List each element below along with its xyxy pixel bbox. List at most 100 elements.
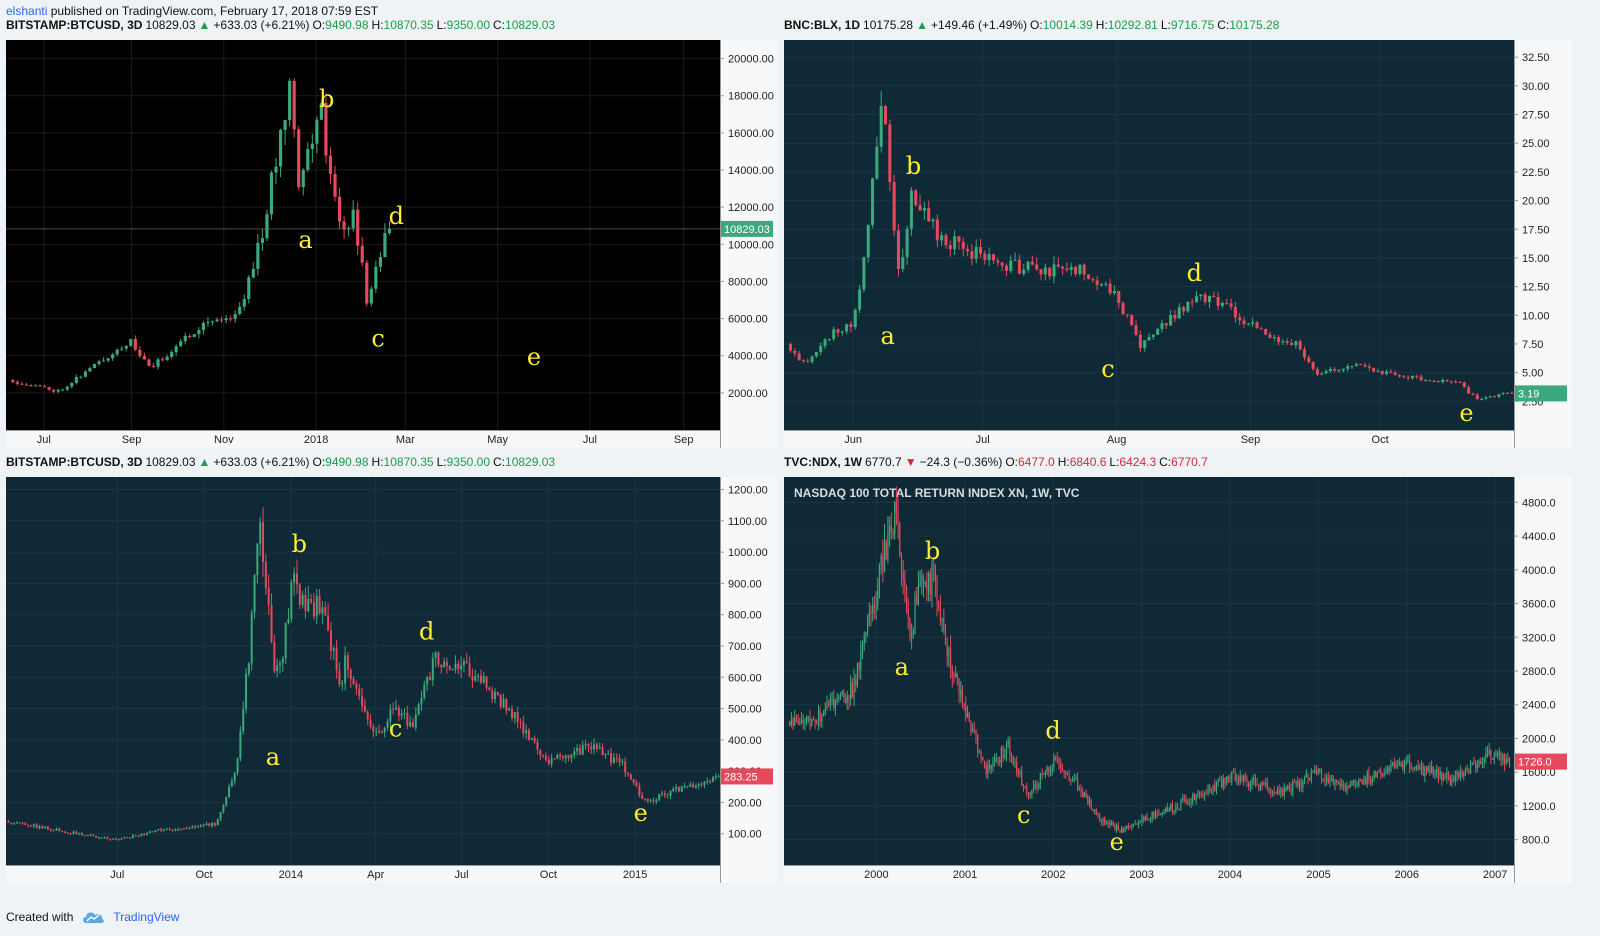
price-axis[interactable] bbox=[1514, 477, 1572, 883]
candle-body bbox=[1224, 778, 1226, 784]
candle-body bbox=[1459, 771, 1461, 777]
candle-body bbox=[632, 779, 635, 783]
plot-area[interactable] bbox=[6, 477, 720, 865]
candle-body bbox=[38, 826, 41, 829]
chart-btc2014[interactable]: 100.00200.00300.00400.00500.00600.00700.… bbox=[6, 477, 778, 883]
tradingview-link[interactable]: TradingView bbox=[113, 910, 180, 924]
candle-body bbox=[973, 728, 975, 730]
candle-body bbox=[10, 822, 13, 824]
x-tick-label: 2001 bbox=[953, 869, 977, 881]
candle-body bbox=[1266, 782, 1268, 788]
x-tick-label: 2006 bbox=[1395, 869, 1419, 881]
candle-body bbox=[283, 120, 287, 131]
candle-body bbox=[479, 675, 482, 683]
candle-body bbox=[1467, 387, 1471, 394]
candle-body bbox=[24, 384, 29, 386]
tradingview-cloud-icon[interactable] bbox=[81, 910, 105, 924]
last-value: 10175.28 bbox=[863, 18, 914, 32]
candle-body bbox=[301, 594, 304, 605]
candle-body bbox=[972, 728, 974, 733]
plot-area[interactable] bbox=[784, 40, 1514, 430]
candle-body bbox=[828, 705, 830, 707]
candle-body bbox=[1297, 781, 1299, 787]
candle-body bbox=[1227, 776, 1229, 780]
time-axis[interactable] bbox=[6, 865, 720, 883]
candle-body bbox=[327, 615, 330, 631]
candle-body bbox=[980, 751, 982, 758]
candle-body bbox=[1315, 369, 1319, 375]
y-tick-label: 8000.00 bbox=[728, 276, 768, 288]
symbol-label[interactable]: BITSTAMP:BTCUSD, 3D bbox=[6, 18, 143, 32]
candle-body bbox=[1027, 792, 1030, 795]
candle-body bbox=[513, 712, 516, 719]
chart-blx[interactable]: 2.505.007.5010.0012.5015.0017.5020.0022.… bbox=[784, 40, 1572, 448]
candle-body bbox=[1475, 763, 1477, 768]
candle-body bbox=[1259, 783, 1262, 791]
candle-body bbox=[1010, 755, 1013, 757]
chart-ndx[interactable]: 800.0 1200.0 1600.0 2000.0 2400.0 2800.0 3200.… bbox=[784, 477, 1572, 883]
candle-body bbox=[832, 329, 836, 339]
symbol-label[interactable]: TVC:NDX, 1W bbox=[784, 455, 862, 469]
candle-body bbox=[948, 245, 952, 250]
time-axis[interactable] bbox=[784, 865, 1514, 883]
candle-body bbox=[1265, 782, 1267, 784]
candle-body bbox=[185, 828, 188, 830]
candle-body bbox=[1017, 259, 1021, 274]
candle-body bbox=[936, 580, 938, 602]
candle-body bbox=[1356, 785, 1358, 787]
y-tick-label: 700.00 bbox=[728, 641, 762, 653]
candle-body bbox=[1270, 789, 1272, 793]
candle-body bbox=[970, 251, 974, 259]
candle-body bbox=[278, 130, 283, 167]
candle-body bbox=[448, 665, 451, 670]
candle-body bbox=[1469, 764, 1472, 774]
candle-body bbox=[1061, 767, 1063, 771]
candle-body bbox=[618, 758, 621, 763]
candle-body bbox=[297, 129, 301, 188]
time-axis[interactable] bbox=[784, 430, 1514, 448]
candle-body bbox=[1119, 830, 1121, 833]
candle-body bbox=[1348, 786, 1350, 788]
candle-body bbox=[273, 641, 276, 672]
low-value: 6424.3 bbox=[1119, 455, 1157, 469]
price-axis[interactable] bbox=[720, 40, 778, 448]
y-tick-label: 800.00 bbox=[728, 610, 762, 622]
candle-body bbox=[1173, 811, 1175, 813]
candle-body bbox=[1016, 762, 1018, 772]
wave-label-d: d bbox=[389, 202, 404, 230]
candle-body bbox=[840, 331, 844, 333]
chart-btc2018[interactable]: 2000.00 4000.00 6000.00 8000.00 10000.00 1200… bbox=[6, 40, 778, 448]
candle-body bbox=[824, 708, 826, 715]
change-arrow-icon: ▼ bbox=[904, 455, 917, 469]
author-link[interactable]: elshanti bbox=[6, 4, 48, 18]
candle-body bbox=[301, 169, 305, 188]
symbol-label[interactable]: BNC:BLX, 1D bbox=[784, 18, 861, 32]
candle-body bbox=[420, 697, 423, 705]
candle-body bbox=[1402, 763, 1404, 770]
price-axis[interactable] bbox=[1514, 40, 1572, 448]
candle-body bbox=[380, 731, 383, 733]
candle-body bbox=[1156, 813, 1158, 815]
candle-body bbox=[440, 664, 443, 668]
candle-body bbox=[1244, 776, 1246, 779]
candle-body bbox=[1232, 771, 1235, 773]
candle-body bbox=[800, 720, 803, 724]
candle-body bbox=[32, 824, 35, 827]
candle-body bbox=[957, 236, 961, 242]
candle-body bbox=[1268, 334, 1272, 339]
candle-body bbox=[1402, 376, 1406, 378]
candle-body bbox=[1095, 809, 1097, 815]
candle-body bbox=[1491, 758, 1494, 760]
candle-body bbox=[1102, 817, 1104, 823]
candle-body bbox=[352, 678, 355, 684]
plot-area[interactable] bbox=[6, 40, 720, 430]
symbol-label[interactable]: BITSTAMP:BTCUSD, 3D bbox=[6, 455, 143, 469]
legend-btc2014: BITSTAMP:BTCUSD, 3D 10829.03 ▲ +633.03 (+6.… bbox=[6, 455, 558, 469]
x-tick-label: 2018 bbox=[304, 434, 328, 446]
candle-body bbox=[987, 254, 991, 260]
candle-body bbox=[1456, 771, 1458, 776]
time-axis[interactable] bbox=[6, 430, 720, 448]
candle-body bbox=[904, 579, 906, 587]
price-axis[interactable] bbox=[720, 477, 778, 883]
candle-body bbox=[1039, 773, 1041, 785]
